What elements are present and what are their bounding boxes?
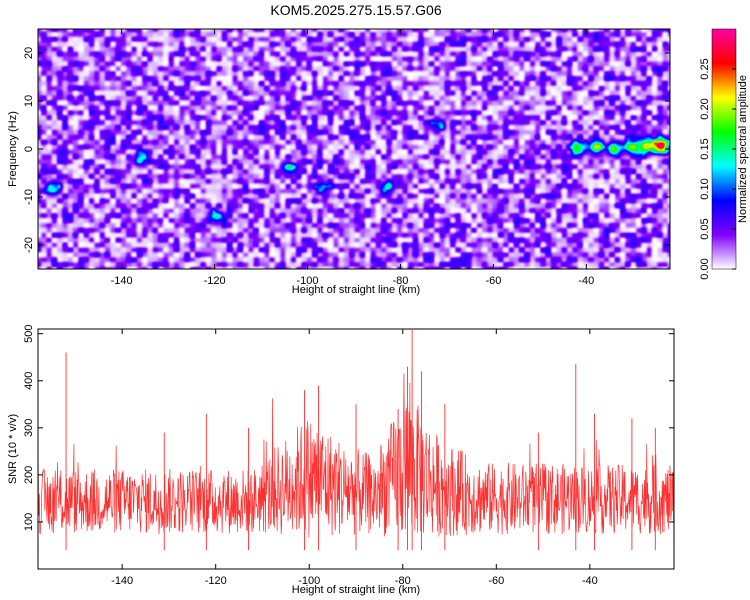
- spectrogram-y-tick-label: -20: [23, 237, 35, 253]
- spectrogram-x-tick-label: -120: [204, 275, 226, 287]
- snr-x-tick-label: -100: [298, 575, 320, 587]
- snr-x-tick-label: -40: [582, 575, 598, 587]
- colorbar-label: Normalized spectral amplitude: [737, 75, 749, 223]
- snr-y-tick-label: 500: [23, 325, 35, 343]
- spectrogram-y-axis-label: Frequency (Hz): [7, 111, 19, 187]
- snr-x-tick-label: -120: [205, 575, 227, 587]
- snr-x-tick-label: -140: [111, 575, 133, 587]
- snr-x-tick-label: -80: [395, 575, 411, 587]
- colorbar-ticks: 0.00 0.05 0.10 0.15 0.20 0.25: [699, 58, 736, 280]
- spectrogram-y-tick-label: -10: [23, 189, 35, 205]
- spectrogram-y-tick-label: 20: [23, 47, 35, 59]
- spectrogram-x-axis-label: Height of straight line (km): [292, 284, 420, 296]
- snr-y-tick-label: 300: [23, 419, 35, 437]
- snr-y-axis-label: SNR (10 * v/v): [7, 414, 19, 484]
- colorbar-tick-label: 0.00: [699, 258, 711, 279]
- spectrogram-heatmap-container: [38, 29, 670, 269]
- colorbar-tick-label: 0.25: [699, 58, 711, 79]
- snr-x-axis-label: Height of straight line (km): [292, 584, 420, 596]
- spectrogram-x-ticks: -140 -120 -100 -80 -60 -40: [111, 29, 594, 287]
- spectrogram-x-tick-label: -80: [393, 275, 409, 287]
- snr-panel: -140 -120 -100 -80 -60 -40 100 200 300 400 500 He…: [7, 325, 675, 596]
- spectrogram-x-tick-label: -40: [578, 275, 594, 287]
- spectrogram-heatmap: [38, 29, 670, 269]
- spectrogram-y-tick-label: 10: [23, 95, 35, 107]
- snr-x-tick-label: -60: [488, 575, 504, 587]
- snr-y-ticks: 100 200 300 400 500: [23, 325, 674, 531]
- spectrogram-x-tick-label: -60: [485, 275, 501, 287]
- snr-y-tick-label: 200: [23, 466, 35, 484]
- snr-frame: [37, 328, 675, 570]
- snr-x-ticks: -140 -120 -100 -80 -60 -40: [111, 329, 598, 587]
- colorbar-tick-label: 0.10: [699, 178, 711, 199]
- spectrogram-x-tick-label: -100: [297, 275, 319, 287]
- snr-y-tick-label: 100: [23, 513, 35, 531]
- figure-title: KOM5.2025.275.15.57.G06: [270, 2, 441, 18]
- colorbar-tick-label: 0.15: [699, 138, 711, 159]
- spectrogram-x-tick-label: -140: [111, 275, 133, 287]
- spectrogram-y-ticks: -20 -10 0 10 20: [23, 47, 670, 253]
- spectrogram-y-tick-label: 0: [23, 146, 35, 152]
- colorbar-tick-label: 0.20: [699, 98, 711, 119]
- snr-y-tick-label: 400: [23, 372, 35, 390]
- colorbar: 0.00 0.05 0.10 0.15 0.20 0.25 Normalized spec…: [699, 28, 749, 280]
- colorbar-tick-label: 0.05: [699, 218, 711, 239]
